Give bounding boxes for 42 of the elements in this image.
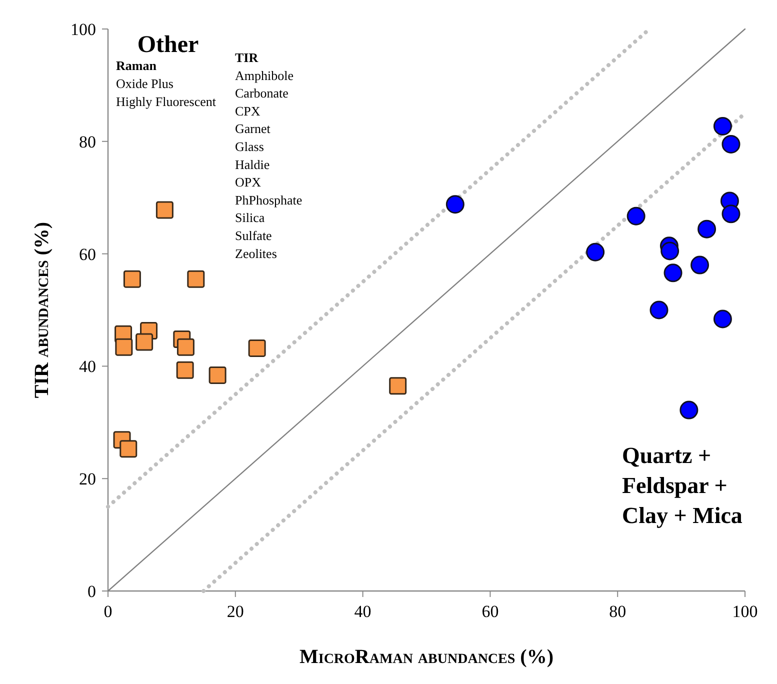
point — [187, 270, 205, 288]
point — [690, 256, 710, 274]
y-tick-label: 80 — [79, 132, 96, 152]
point — [389, 377, 407, 395]
x-tick-label: 80 — [609, 602, 626, 621]
y-axis-title: TIR abundances (%) — [31, 222, 53, 398]
x-tick-label: 20 — [226, 602, 244, 621]
point — [176, 361, 194, 379]
point — [713, 116, 732, 136]
point — [722, 204, 740, 224]
point — [176, 338, 194, 356]
point — [698, 220, 716, 238]
annotation: Raman Oxide Plus Highly Fluorescent — [116, 58, 216, 109]
x-tick-label: 0 — [104, 602, 112, 621]
x-tick-label: 60 — [482, 602, 499, 621]
x-tick-label: 100 — [732, 602, 758, 621]
annotation: Quartz + Feldspar + Clay + Mica — [622, 443, 743, 528]
point — [123, 270, 141, 288]
y-tick-label: 40 — [79, 357, 96, 376]
point — [650, 300, 668, 320]
point — [626, 206, 646, 226]
point — [208, 366, 226, 384]
point — [120, 440, 138, 458]
point — [586, 242, 605, 262]
point — [248, 339, 266, 357]
y-tick-label: 60 — [79, 244, 96, 264]
point — [115, 338, 133, 356]
point — [664, 264, 682, 282]
annotation: Other — [137, 32, 200, 58]
point — [136, 333, 154, 351]
point — [680, 400, 698, 420]
text: TIR Amphibole Carbonate CPX Garnet Glass Haldie OPX PhPhosphate Silica Sulfate Zeolites — [235, 50, 302, 261]
point — [446, 195, 464, 214]
y-tick-label: 20 — [79, 470, 96, 489]
x-axis-title: MicroRaman abundances (%) — [300, 646, 554, 668]
y-tick-label: 0 — [88, 582, 96, 601]
point — [713, 310, 732, 328]
point — [660, 242, 680, 260]
point — [722, 134, 740, 154]
point — [156, 201, 174, 219]
y-tick-label: 100 — [70, 20, 96, 39]
x-tick-label: 40 — [354, 602, 372, 621]
